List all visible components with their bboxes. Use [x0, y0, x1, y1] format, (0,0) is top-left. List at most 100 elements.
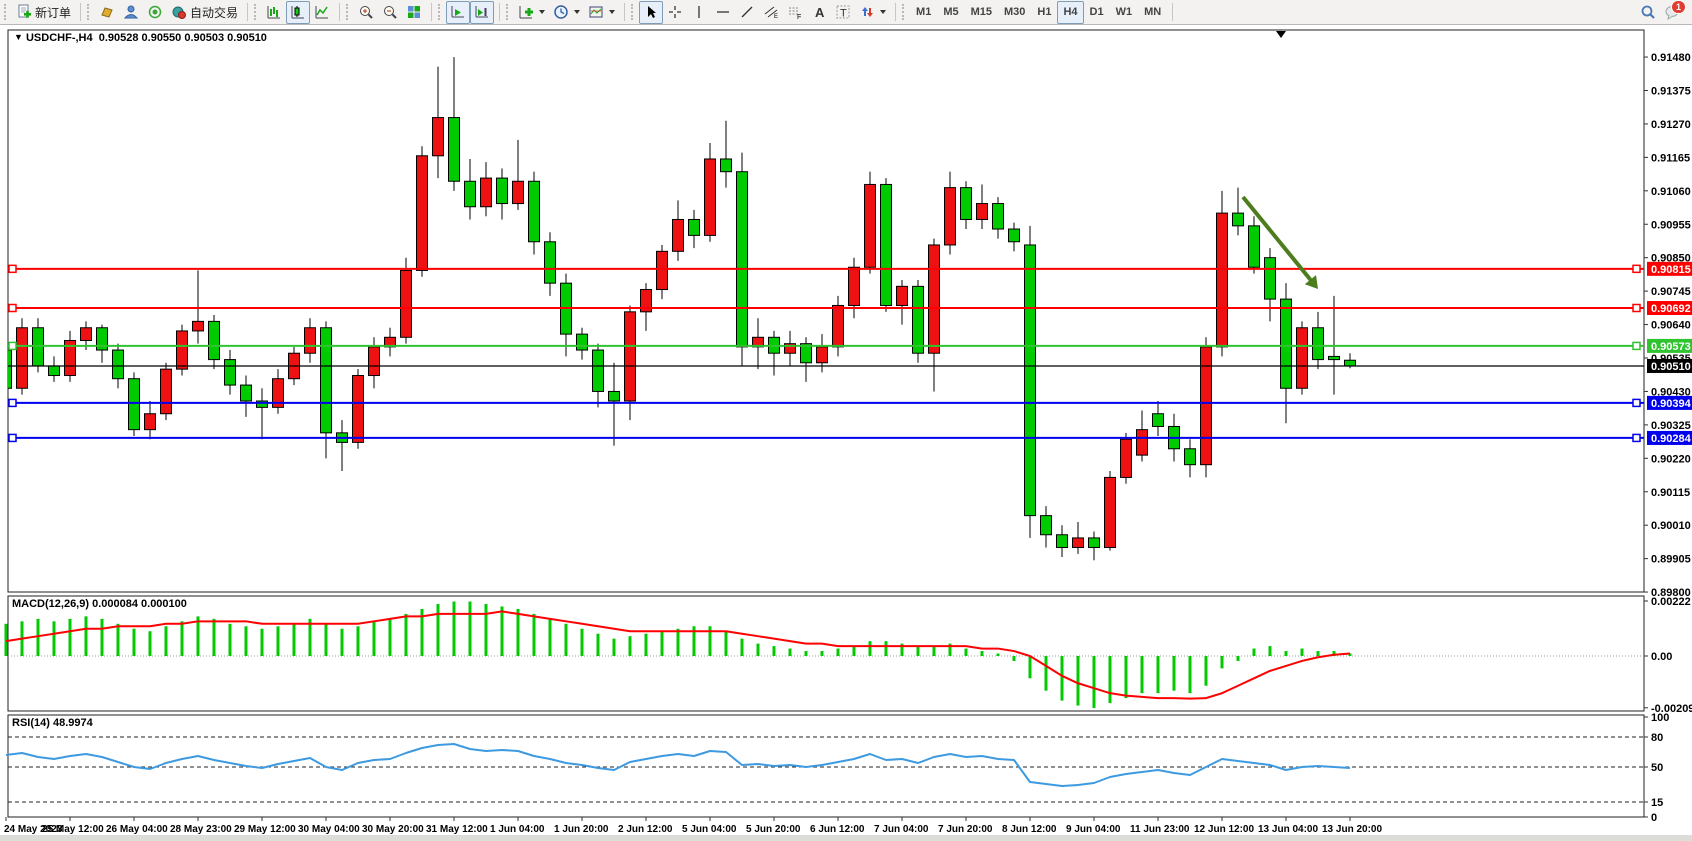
- rsi-axis-label: 80: [1651, 732, 1663, 744]
- candle: [816, 346, 828, 364]
- resistance-line-1-handle[interactable]: [8, 264, 17, 274]
- candle: [544, 241, 556, 284]
- chart-shift-marker[interactable]: [1276, 31, 1286, 38]
- auto-scroll-button[interactable]: [446, 0, 471, 24]
- candle: [1264, 257, 1276, 300]
- search-button[interactable]: [1636, 1, 1660, 24]
- trend-arrow-head[interactable]: [1304, 275, 1318, 289]
- candle: [272, 378, 284, 408]
- macd-histogram-bar: [68, 618, 72, 656]
- candle: [1216, 212, 1228, 348]
- macd-histogram-bar: [980, 651, 984, 656]
- templates-button[interactable]: [584, 1, 619, 24]
- macd-histogram-bar: [404, 613, 408, 656]
- chart-dropdown-icon[interactable]: ▼: [14, 32, 23, 42]
- indicators-button[interactable]: [514, 1, 549, 24]
- time-axis-label: 31 May 12:00: [426, 824, 488, 835]
- styler-button[interactable]: [95, 1, 119, 24]
- pivot-line-handle[interactable]: [8, 341, 17, 351]
- support-line-2-handle[interactable]: [8, 433, 17, 443]
- toolbar: 新订单 自动交易 E F A T M1 M5 M15 M30 H1 H4 D1 W1 MN 1: [0, 0, 1692, 25]
- support-line-1-handle[interactable]: [8, 398, 17, 408]
- tf-mn-button[interactable]: MN: [1138, 1, 1167, 24]
- candle: [688, 218, 700, 236]
- price-axis-label: 0.90325: [1651, 420, 1691, 432]
- clock-icon: [553, 4, 569, 20]
- text-button[interactable]: A: [807, 1, 831, 24]
- price-axis-label: 0.90430: [1651, 386, 1691, 398]
- macd-histogram-bar: [996, 653, 1000, 656]
- sonar-icon: [147, 4, 163, 20]
- arrows-button[interactable]: [855, 1, 890, 24]
- horizontal-line-button[interactable]: [711, 1, 735, 24]
- label-button[interactable]: T: [831, 1, 855, 24]
- candle: [496, 177, 508, 205]
- resistance-line-2-handle[interactable]: [1632, 303, 1641, 313]
- macd-histogram-bar: [676, 628, 680, 656]
- price-axis-label: 0.91375: [1651, 86, 1691, 98]
- candle: [400, 269, 412, 338]
- candle: [1072, 537, 1084, 548]
- crosshair-button[interactable]: [663, 1, 687, 24]
- trendline-button[interactable]: [735, 1, 759, 24]
- tf-w1-button[interactable]: W1: [1110, 1, 1139, 24]
- zoom-out-button[interactable]: [378, 1, 402, 24]
- trend-arrow[interactable]: [1241, 195, 1314, 283]
- line-chart-button[interactable]: [310, 1, 334, 24]
- macd-panel[interactable]: [7, 595, 1645, 712]
- tf-m5-button[interactable]: M5: [937, 1, 964, 24]
- macd-histogram-bar: [820, 651, 824, 656]
- rsi-panel[interactable]: [7, 714, 1645, 818]
- support-line-1-badge-text: 0.90394: [1651, 398, 1692, 410]
- price-axis-label: 0.91060: [1651, 186, 1691, 198]
- support-line-1-handle[interactable]: [1632, 398, 1641, 408]
- macd-histogram-bar: [708, 626, 712, 656]
- zoom-in-button[interactable]: [354, 1, 378, 24]
- tf-mn-button-label: MN: [1144, 6, 1162, 18]
- tf-m30-button[interactable]: M30: [998, 1, 1031, 24]
- new-order-button[interactable]: 新订单: [12, 1, 75, 24]
- time-axis-label: 8 Jun 12:00: [1002, 824, 1057, 835]
- candle: [464, 180, 476, 208]
- svg-text:F: F: [797, 14, 801, 20]
- candle: [320, 327, 332, 434]
- zoom-in-icon: [358, 4, 374, 20]
- doc-plus-icon: [16, 4, 32, 20]
- candle: [352, 375, 364, 443]
- tf-h1-button[interactable]: H1: [1031, 1, 1057, 24]
- candlestick-chart-button[interactable]: [286, 0, 311, 24]
- pivot-line-handle[interactable]: [1632, 341, 1641, 351]
- tile-windows-button[interactable]: [402, 1, 426, 24]
- macd-histogram-bar: [1268, 646, 1272, 656]
- periods-button[interactable]: [549, 1, 584, 24]
- support-line-2-handle[interactable]: [1632, 433, 1641, 443]
- rsi-line: [5, 743, 1351, 787]
- vertical-line-button[interactable]: [687, 1, 711, 24]
- macd-histogram-bar: [612, 638, 616, 656]
- main-chart-panel[interactable]: [7, 29, 1645, 593]
- bar-chart-button[interactable]: [262, 1, 286, 24]
- rsi-indicator-label: RSI(14) 48.9974: [12, 717, 93, 729]
- candle: [832, 304, 844, 348]
- candle: [304, 327, 316, 354]
- tf-m1-button[interactable]: M1: [910, 1, 937, 24]
- tf-d1-button[interactable]: D1: [1084, 1, 1110, 24]
- price-axis-label: 0.90115: [1651, 487, 1690, 499]
- auto-trading-button[interactable]: 自动交易: [167, 1, 242, 24]
- tf-m15-button[interactable]: M15: [965, 1, 998, 24]
- tf-m1-button-label: M1: [916, 6, 932, 18]
- chart-area[interactable]: 0.91480 0.91375 0.91270 0.91165 0.91060 0.909…: [0, 25, 1692, 841]
- chat-button[interactable]: 1: [1660, 0, 1686, 24]
- resistance-line-1-handle[interactable]: [1632, 264, 1641, 274]
- channel-button[interactable]: E: [759, 1, 783, 24]
- tf-h4-button[interactable]: H4: [1057, 0, 1084, 24]
- market-watch-button[interactable]: [119, 1, 143, 24]
- resistance-line-2-handle[interactable]: [8, 303, 17, 313]
- window-frame-bottom: [0, 835, 1692, 841]
- macd-histogram-bar: [548, 618, 552, 656]
- cursor-button[interactable]: [639, 0, 664, 24]
- toolbar-separator: [247, 3, 249, 21]
- chart-shift-button[interactable]: [470, 0, 495, 24]
- signals-button[interactable]: [143, 1, 167, 24]
- fibonacci-button[interactable]: F: [783, 1, 807, 24]
